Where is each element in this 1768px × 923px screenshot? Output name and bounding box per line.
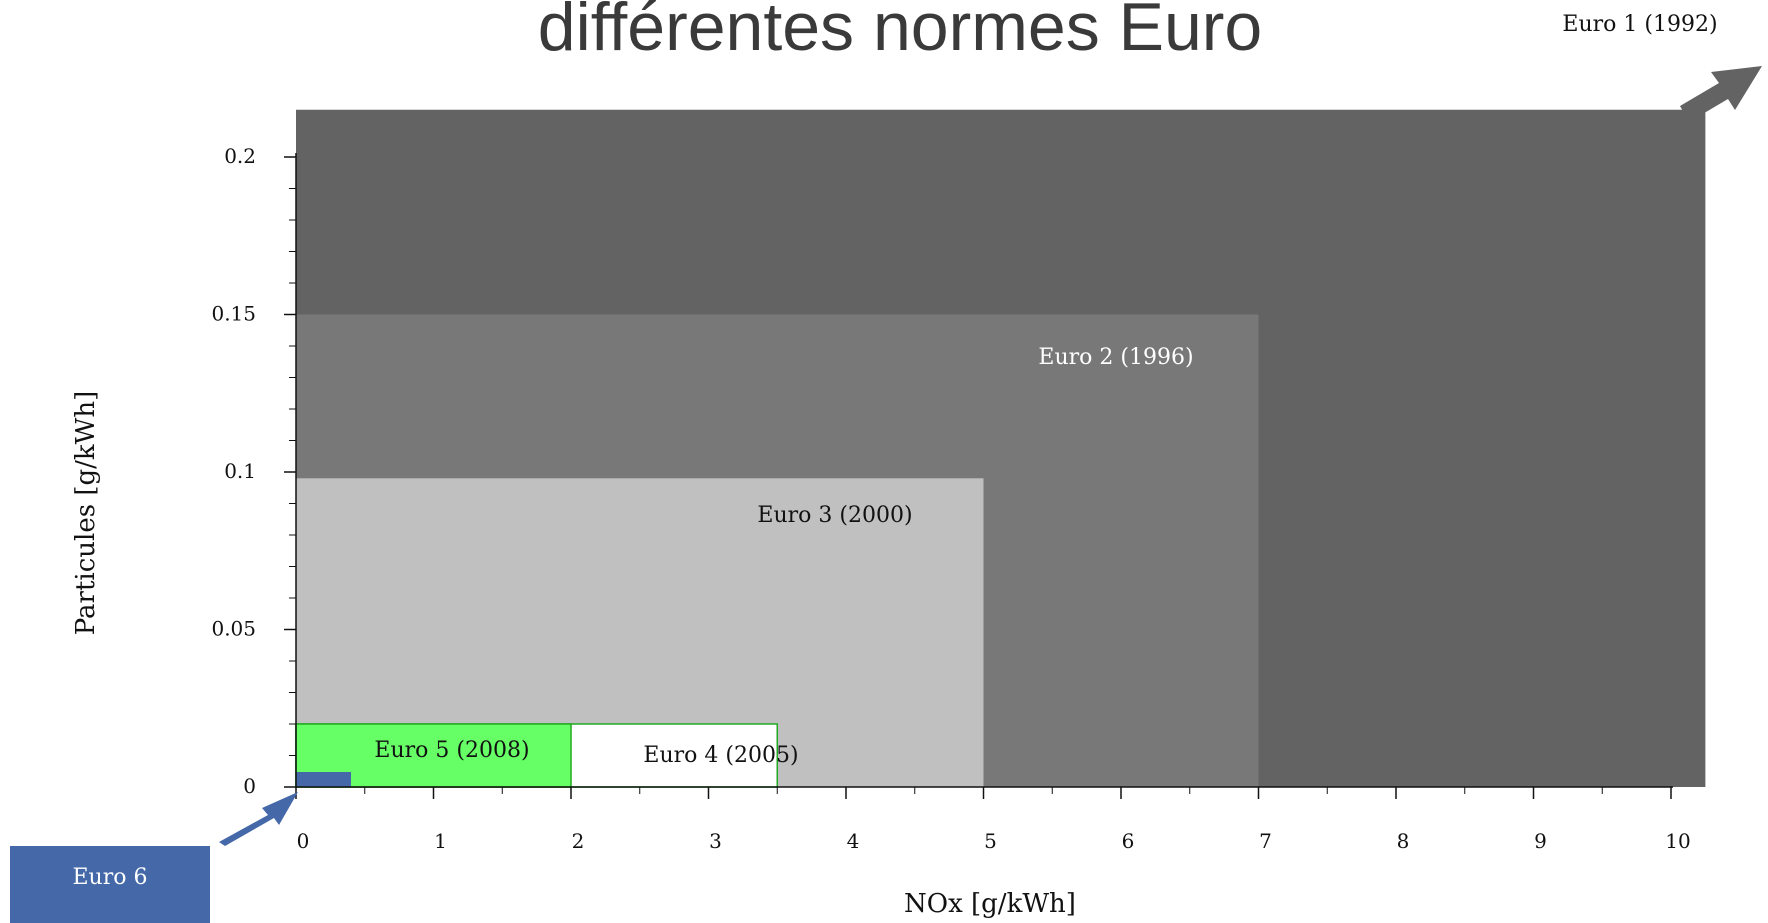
- label-euro-4-2005: Euro 4 (2005): [643, 743, 798, 768]
- x-tick-label: 9: [1534, 829, 1547, 853]
- chart-title: différentes normes Euro: [538, 0, 1262, 65]
- zone-euro-6: [296, 772, 351, 787]
- y-axis-label: Particules [g/kWh]: [71, 391, 101, 636]
- x-tick-label: 10: [1665, 829, 1690, 853]
- y-tick-label: 0: [243, 774, 256, 798]
- arrow-euro-1-1992: [1680, 66, 1762, 122]
- x-tick-label: 3: [709, 829, 722, 853]
- y-tick-label: 0.2: [224, 144, 256, 168]
- x-tick-label: 4: [847, 829, 860, 853]
- x-tick-label: 8: [1397, 829, 1410, 853]
- label-euro-1-1992: Euro 1 (1992): [1562, 12, 1717, 37]
- y-tick-label: 0.15: [211, 302, 256, 326]
- label-euro-5-2008: Euro 5 (2008): [374, 738, 529, 763]
- x-tick-label: 0: [297, 829, 310, 853]
- x-tick-label: 5: [984, 829, 997, 853]
- x-tick-label: 1: [434, 829, 447, 853]
- label-euro-2-1996: Euro 2 (1996): [1038, 345, 1193, 370]
- axes-layer: 0 1 2 3 4 5 6 7 8 9 10 0 0.05 0.1 0.15 0.2: [211, 144, 1690, 853]
- y-tick-label: 0.05: [211, 617, 256, 641]
- x-axis-label: NOx [g/kWh]: [904, 889, 1076, 919]
- zones-layer: [295, 109, 1706, 788]
- x-tick-label: 7: [1259, 829, 1272, 853]
- x-tick-label: 2: [572, 829, 585, 853]
- callout-box-euro-6: [10, 846, 210, 923]
- label-euro-3-2000: Euro 3 (2000): [757, 503, 912, 528]
- callout-arrow-euro-6: [219, 792, 298, 846]
- y-tick-label: 0.1: [224, 459, 256, 483]
- label-euro-6: Euro 6: [73, 865, 148, 890]
- x-tick-label: 6: [1122, 829, 1135, 853]
- zone-labels-layer: Euro 1 (1992) Euro 2 (1996) Euro 3 (2000) E…: [10, 12, 1762, 923]
